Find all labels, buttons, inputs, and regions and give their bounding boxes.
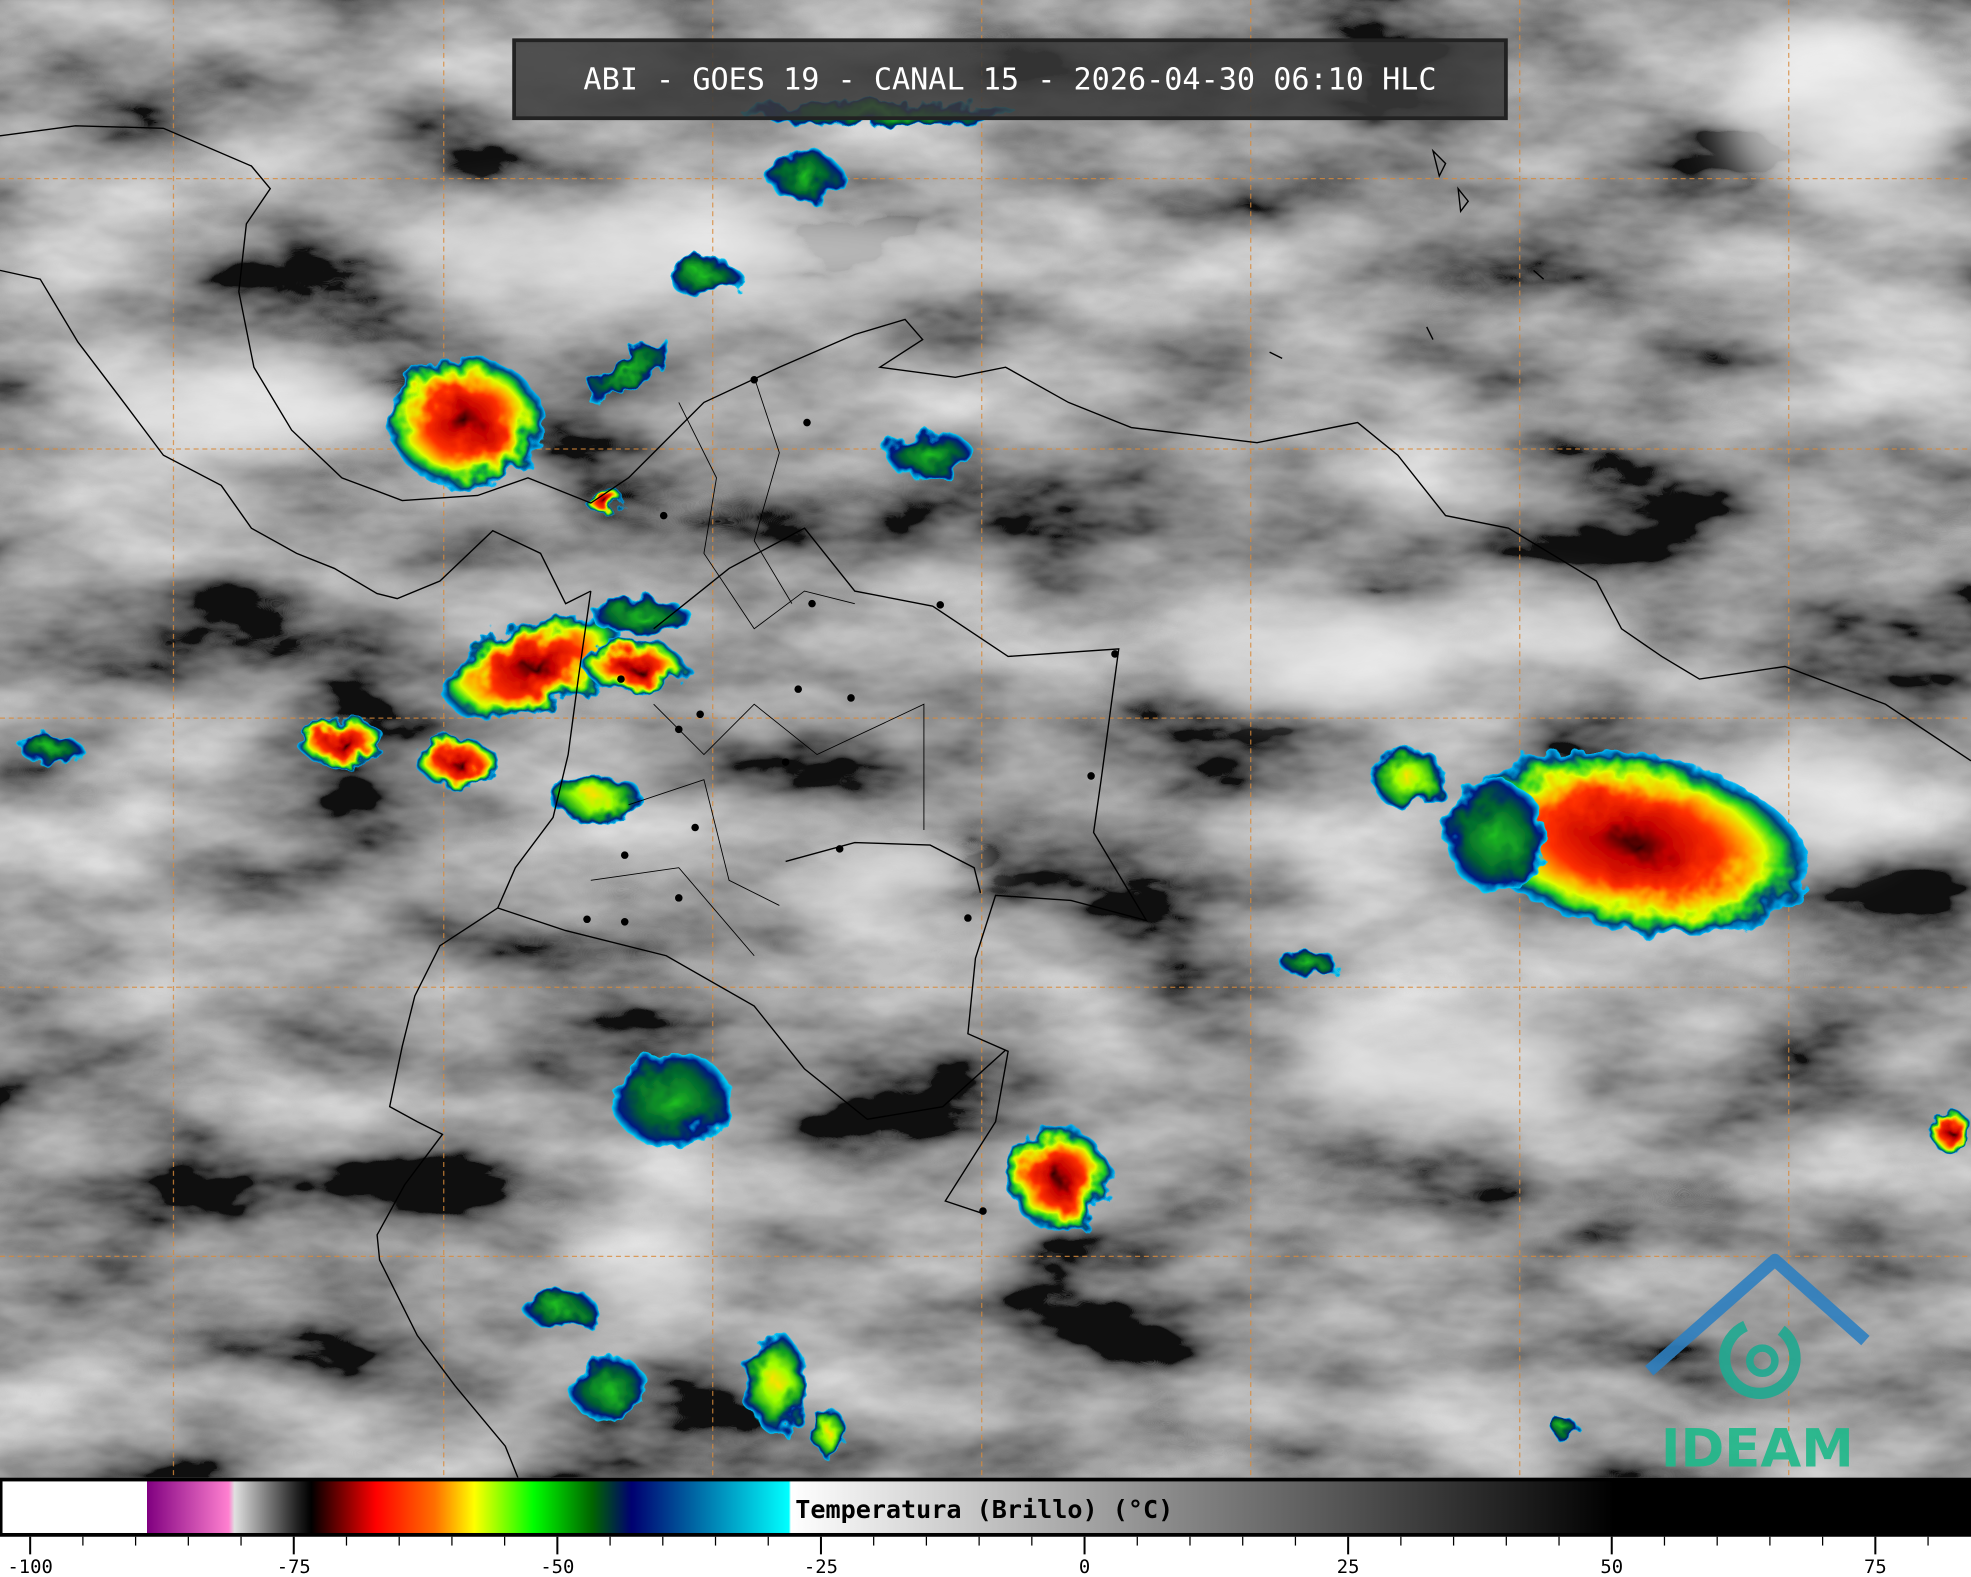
image-title: ABI - GOES 19 - CANAL 15 - 2026-04-30 06… <box>583 62 1436 97</box>
national-border <box>497 907 1007 1120</box>
colorbar-tick-label: 75 <box>1864 1557 1887 1577</box>
storm-cell <box>586 339 671 403</box>
storm-cell <box>1445 779 1547 893</box>
colorbar-ticks: -100 -75 -50 -25 0 25 50 75 <box>7 1536 1929 1577</box>
storm-cell <box>612 1052 733 1149</box>
storm-cell <box>584 641 686 692</box>
storm-cell <box>1008 1125 1109 1232</box>
storm-cell <box>521 1290 598 1326</box>
temperature-colorbar: Temperatura (Brillo) (°C) -100 -75 -50 -25 0… <box>0 1477 1971 1577</box>
storm-cell <box>418 738 500 789</box>
storm-cell <box>571 1354 648 1425</box>
colorbar-gradient <box>2 1481 1969 1533</box>
logo-arch-icon <box>1645 1253 1870 1376</box>
colorbar-tick-label: -75 <box>277 1557 311 1577</box>
storm-cell <box>444 614 625 719</box>
colorbar-tick-label: 50 <box>1600 1557 1623 1577</box>
city-markers <box>583 376 1119 1215</box>
storm-cell <box>1460 750 1809 935</box>
islands <box>1269 148 1545 360</box>
department-borders <box>590 377 925 957</box>
storm-cell <box>387 355 544 487</box>
colorbar-tick-label: 25 <box>1337 1557 1360 1577</box>
storm-cell <box>1370 745 1446 809</box>
title-banner: ABI - GOES 19 - CANAL 15 - 2026-04-30 06… <box>512 38 1508 121</box>
colorbar-tick-label: 0 <box>1079 1557 1090 1577</box>
storm-cell <box>745 1333 809 1434</box>
storm-cell <box>549 775 645 822</box>
storm-cell <box>590 597 692 636</box>
coastlines-and-borders <box>0 125 1971 1478</box>
ideam-logo: IDEAM <box>1645 1253 1870 1479</box>
bright-cloud-areas <box>87 12 1949 1302</box>
central-america-pacific-coast <box>0 269 592 605</box>
logo-swirl-icon <box>1718 1317 1801 1400</box>
logo-text: IDEAM <box>1661 1418 1854 1479</box>
lat-lon-grid <box>0 0 1971 1478</box>
colorbar-tick-label: -50 <box>540 1557 574 1577</box>
storm-cell <box>766 150 843 202</box>
storm-cell <box>1279 946 1335 978</box>
convective-storms <box>18 100 1971 1459</box>
storm-cell <box>666 259 742 295</box>
storm-cell <box>812 1408 848 1459</box>
storm-cell <box>18 733 82 764</box>
storm-cell <box>296 719 388 765</box>
central-america-caribbean-coast <box>0 125 1971 762</box>
colorbar-label: Temperatura (Brillo) (°C) <box>795 1495 1173 1524</box>
colorbar-tick-label: -100 <box>7 1557 52 1577</box>
colombia-border <box>653 527 1148 1215</box>
storm-cell <box>886 430 975 481</box>
colorbar-tick-label: -25 <box>804 1557 838 1577</box>
storm-cell <box>1549 1419 1581 1440</box>
south-america-pacific-coast <box>376 590 592 1478</box>
national-border <box>785 841 982 894</box>
storm-cell <box>583 486 624 512</box>
storm-cell <box>1928 1111 1971 1152</box>
